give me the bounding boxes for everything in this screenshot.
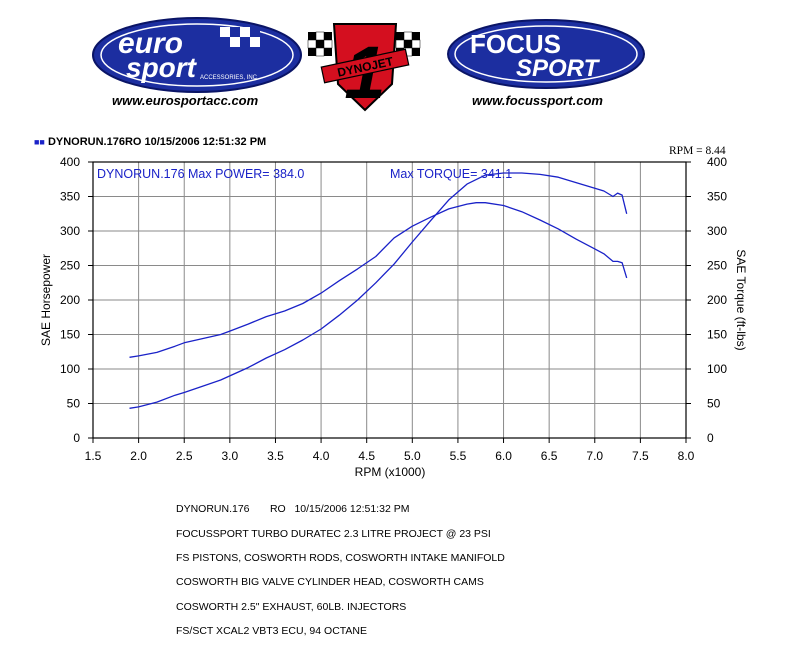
eurosport-url: www.eurosportacc.com xyxy=(112,93,259,108)
eurosport-logo-line1: euro xyxy=(118,27,183,60)
y-tick-label-right: 400 xyxy=(707,155,727,169)
y-tick-label-right: 100 xyxy=(707,362,727,376)
x-tick-label: 1.5 xyxy=(85,449,102,463)
y-tick-label-left: 200 xyxy=(60,293,80,307)
y-tick-label-left: 350 xyxy=(60,190,80,204)
x-tick-label: 4.0 xyxy=(313,449,330,463)
run-notes: DYNORUN.176 RO 10/15/2006 12:51:32 PM FO… xyxy=(176,491,505,650)
x-tick-label: 6.0 xyxy=(495,449,512,463)
chart-annotation-power: DYNORUN.176 Max POWER= 384.0 xyxy=(97,167,304,181)
x-tick-label: 3.5 xyxy=(267,449,284,463)
y-axis-label-left: SAE Horsepower xyxy=(39,254,53,346)
y-tick-label-left: 100 xyxy=(60,362,80,376)
y-tick-label-left: 250 xyxy=(60,259,80,273)
x-tick-label: 7.5 xyxy=(632,449,649,463)
notes-line-6: FS/SCT XCAL2 VBT3 ECU, 94 OCTANE xyxy=(176,625,367,638)
y-tick-label-right: 250 xyxy=(707,259,727,273)
eurosport-logo: euro sport ACCESSORIES, INC xyxy=(92,17,302,93)
y-axis-label-right: SAE Torque (ft-lbs) xyxy=(734,249,748,350)
run-header-marker: ■■ xyxy=(34,137,45,147)
y-tick-label-left: 0 xyxy=(73,431,80,445)
focussport-logo-line2: SPORT xyxy=(516,55,601,82)
x-tick-label: 3.0 xyxy=(222,449,239,463)
y-tick-label-right: 350 xyxy=(707,190,727,204)
focussport-url: www.focussport.com xyxy=(472,93,603,108)
y-tick-label-right: 200 xyxy=(707,293,727,307)
chart-ticks: 1.5 2.0 2.5 3.0 3.5 4.0 4.5 5.0 5.5 6.0 6.5 7.0 7.5 8… xyxy=(60,155,727,463)
series-line-1 xyxy=(129,172,628,409)
dyno-chart: 1.5 2.0 2.5 3.0 3.5 4.0 4.5 5.0 5.5 6.0 6.5 7.0 7.5 8… xyxy=(39,155,748,479)
focussport-logo-line1: FOCUS xyxy=(470,29,561,59)
x-tick-label: 2.0 xyxy=(130,449,147,463)
eurosport-logo-sub: ACCESSORIES, INC xyxy=(200,75,258,81)
y-tick-label-left: 300 xyxy=(60,224,80,238)
y-tick-label-left: 50 xyxy=(67,397,81,411)
run-header-text: DYNORUN.176RO 10/15/2006 12:51:32 PM xyxy=(47,136,267,148)
notes-line-4: COSWORTH BIG VALVE CYLINDER HEAD, COSWOR… xyxy=(176,576,484,589)
x-axis-label: RPM (x1000) xyxy=(355,465,426,479)
chart-annotation-torque: Max TORQUE= 341.1 xyxy=(390,167,512,181)
x-tick-label: 5.5 xyxy=(450,449,467,463)
x-tick-label: 5.0 xyxy=(404,449,421,463)
notes-line-3: FS PISTONS, COSWORTH RODS, COSWORTH INTA… xyxy=(176,552,505,565)
y-tick-label-right: 150 xyxy=(707,328,727,342)
y-tick-label-right: 50 xyxy=(707,397,721,411)
notes-line-1: DYNORUN.176 RO 10/15/2006 12:51:32 PM xyxy=(176,503,410,516)
x-tick-label: 7.0 xyxy=(586,449,603,463)
notes-line-5: COSWORTH 2.5" EXHAUST, 60LB. INJECTORS xyxy=(176,600,407,613)
dynojet-logo: 1 DYNOJET xyxy=(307,23,421,114)
run-header: ■■ DYNORUN.176RO 10/15/2006 12:51:32 PM xyxy=(34,136,266,148)
x-tick-label: 4.5 xyxy=(358,449,375,463)
chart-grid xyxy=(93,162,686,438)
x-tick-label: 6.5 xyxy=(541,449,558,463)
rpm-factor: RPM = 8.44 xyxy=(669,145,726,157)
notes-line-2: FOCUSSPORT TURBO DURATEC 2.3 LITRE PROJE… xyxy=(176,527,491,540)
y-tick-label-left: 400 xyxy=(60,155,80,169)
x-tick-label: 8.0 xyxy=(678,449,695,463)
eurosport-logo-line2: sport xyxy=(126,52,198,83)
y-tick-label-left: 150 xyxy=(60,328,80,342)
x-tick-label: 2.5 xyxy=(176,449,193,463)
chart-lines xyxy=(129,172,628,409)
y-tick-label-right: 0 xyxy=(707,431,714,445)
focussport-logo: FOCUS SPORT xyxy=(447,19,645,89)
series-line-2 xyxy=(129,202,628,358)
y-tick-label-right: 300 xyxy=(707,224,727,238)
